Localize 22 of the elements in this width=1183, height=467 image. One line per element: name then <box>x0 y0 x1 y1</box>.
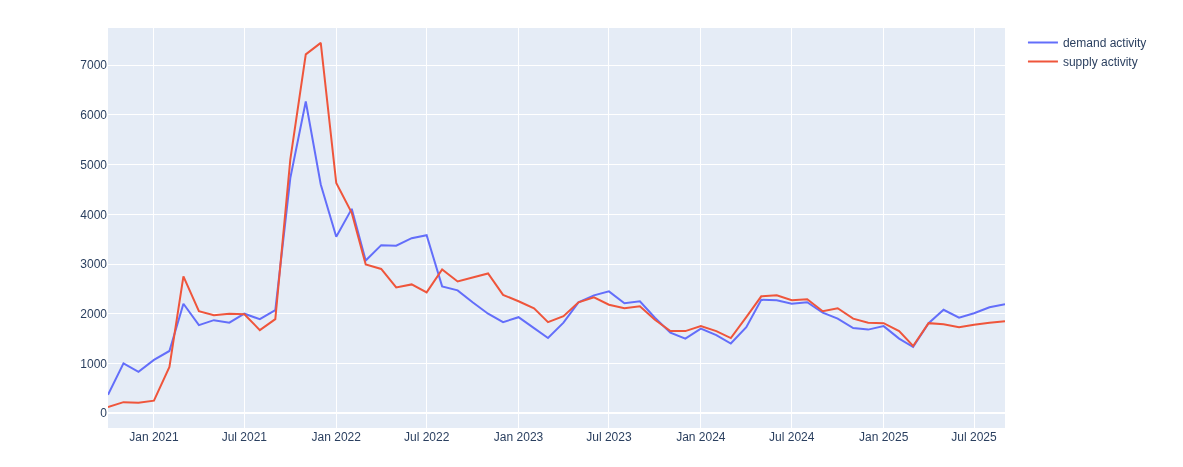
y-tick-label: 0 <box>100 406 108 421</box>
line-series <box>108 41 1005 409</box>
legend-label: supply activity <box>1062 55 1138 70</box>
x-tick-label: Jan 2023 <box>493 430 544 444</box>
x-tick-label: Jul 2024 <box>769 430 815 444</box>
x-tick-label: Jul 2025 <box>951 430 998 444</box>
line-series <box>108 100 1005 396</box>
x-tick-label: Jan 2024 <box>676 430 726 444</box>
x-tick-label: Jul 2022 <box>403 430 450 444</box>
y-tick-label: 4000 <box>80 207 108 222</box>
x-tick-label: Jan 2025 <box>858 430 909 444</box>
y-tick-label: 3000 <box>80 257 108 272</box>
y-tick-label: 2000 <box>80 306 108 321</box>
y-tick-label: 1000 <box>80 356 108 371</box>
x-tick-label: Jan 2021 <box>129 430 179 444</box>
y-tick-label: 5000 <box>80 157 108 172</box>
x-tick-label: Jul 2021 <box>221 430 268 444</box>
y-tick-label: 7000 <box>80 58 108 73</box>
legend-label: demand activity <box>1062 36 1147 51</box>
x-tick-label: Jan 2022 <box>311 430 362 444</box>
x-tick-label: Jul 2023 <box>586 430 632 444</box>
y-tick-label: 6000 <box>80 108 108 123</box>
